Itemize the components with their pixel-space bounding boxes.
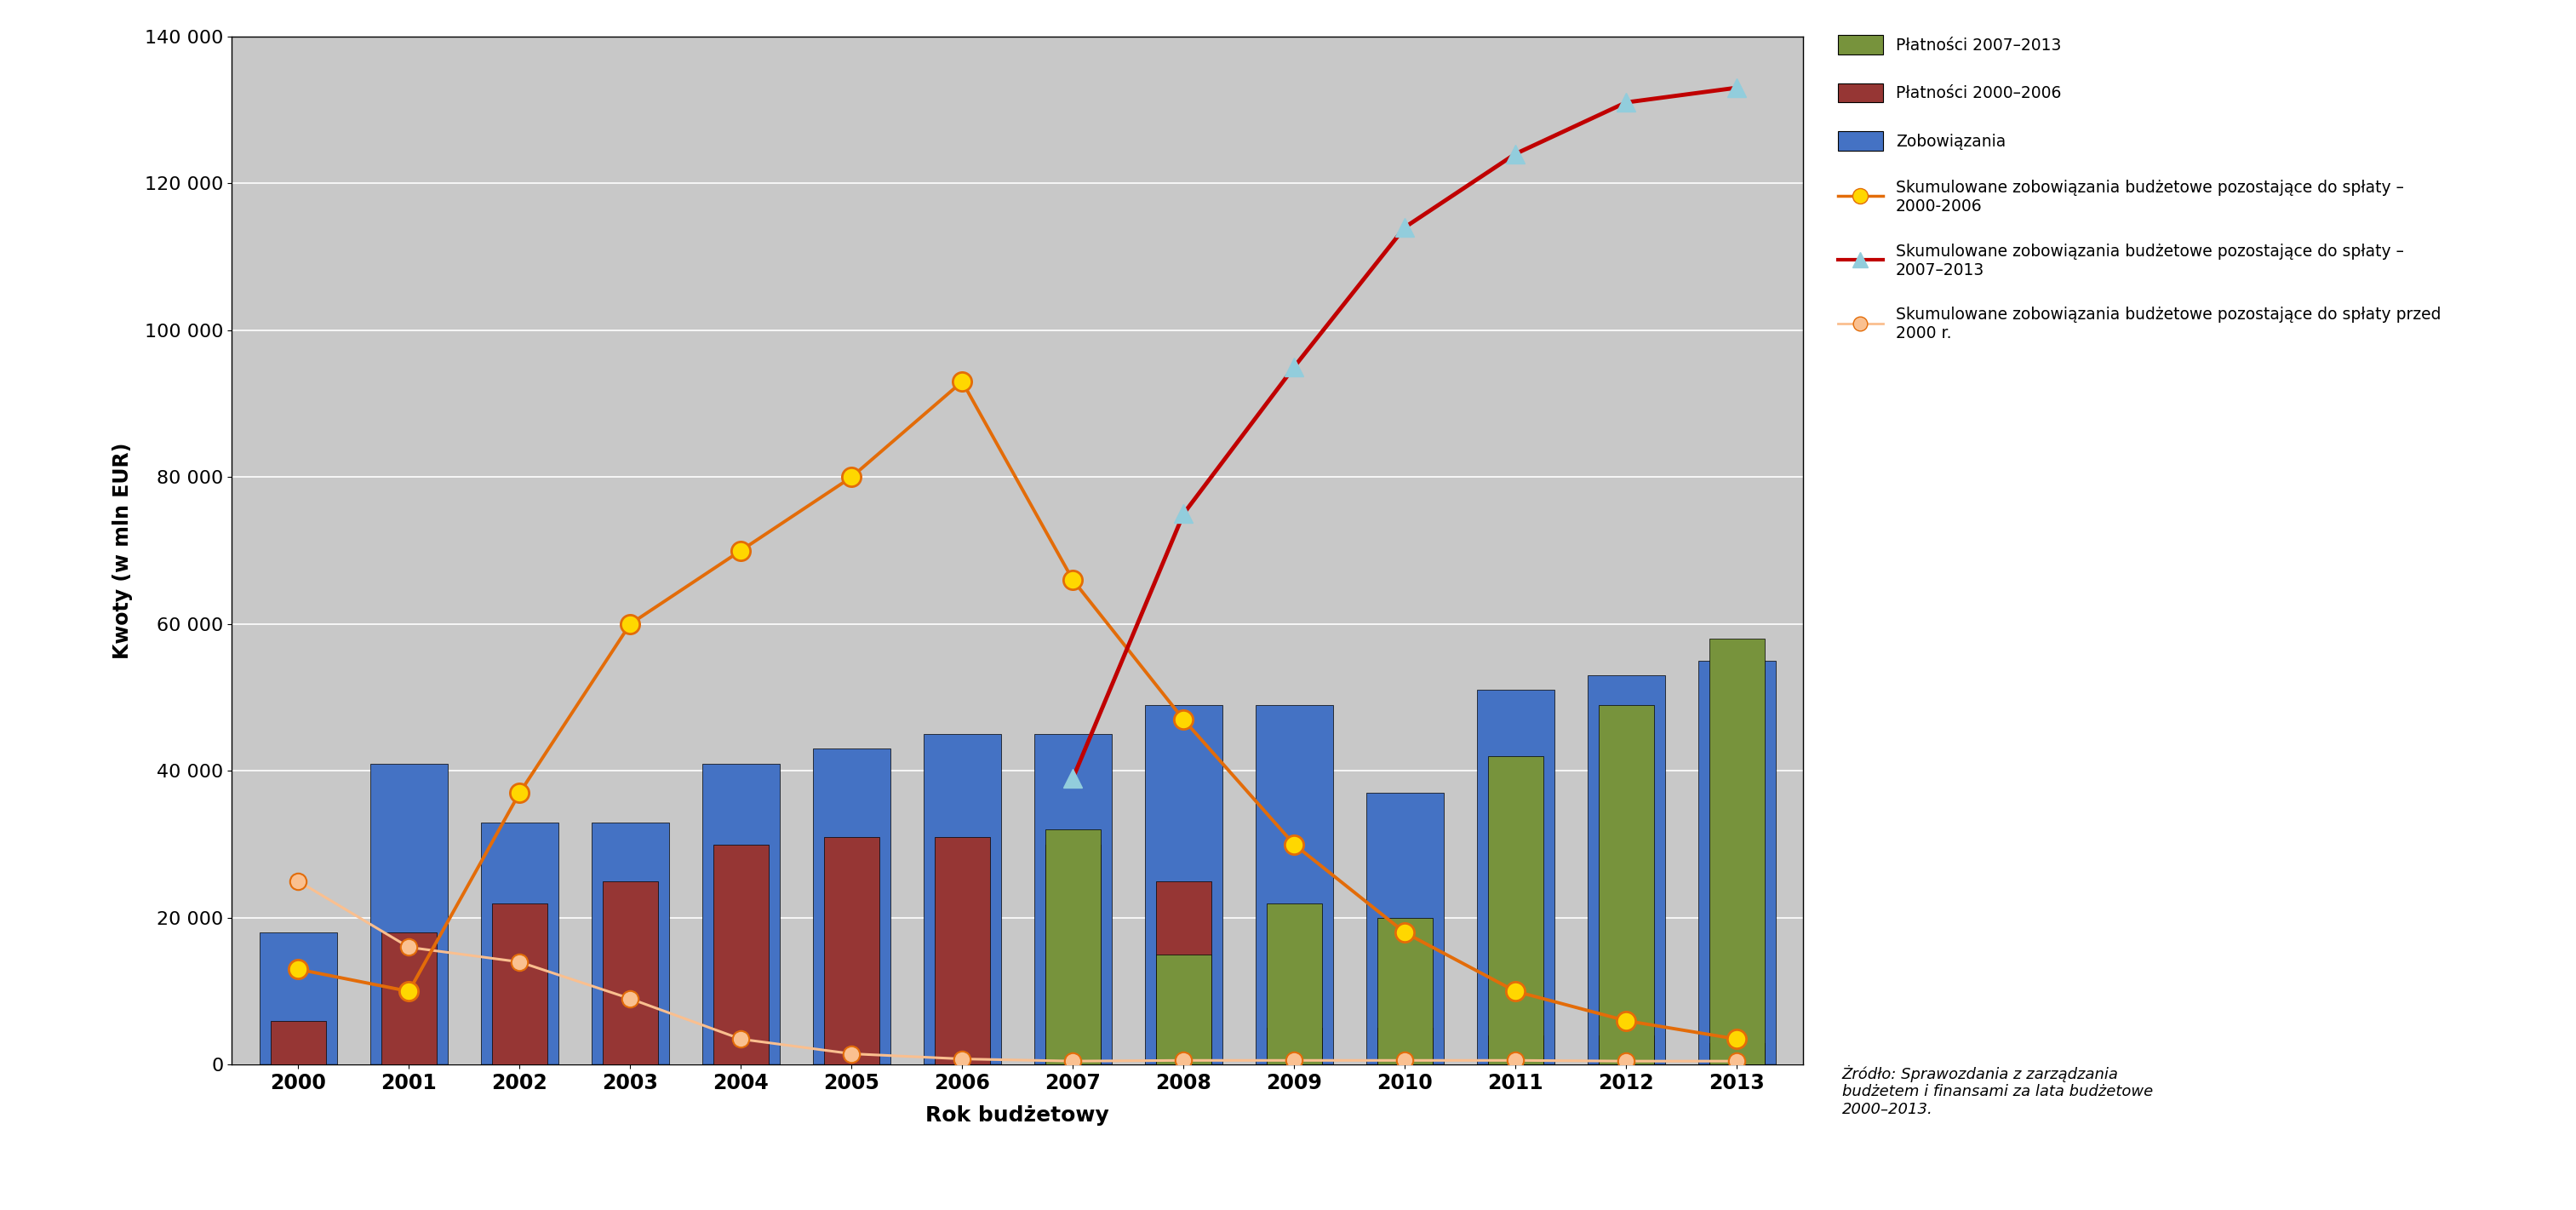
X-axis label: Rok budżetowy: Rok budżetowy xyxy=(925,1106,1110,1125)
Bar xyxy=(1267,903,1321,1065)
Bar xyxy=(492,903,546,1065)
Bar xyxy=(1489,1036,1543,1065)
Bar xyxy=(603,881,657,1065)
Bar xyxy=(260,933,337,1065)
Bar xyxy=(935,837,989,1065)
Bar xyxy=(1698,661,1775,1065)
Bar xyxy=(1267,1028,1321,1065)
Bar xyxy=(1157,955,1211,1065)
Bar xyxy=(1708,1043,1765,1065)
Bar xyxy=(1255,704,1332,1065)
Bar xyxy=(714,845,768,1065)
Bar xyxy=(482,823,559,1065)
Bar xyxy=(1489,756,1543,1065)
Bar xyxy=(1365,793,1443,1065)
Y-axis label: Kwoty (w mln EUR): Kwoty (w mln EUR) xyxy=(113,442,134,659)
Bar xyxy=(1157,881,1211,1065)
Bar xyxy=(1046,830,1100,1065)
Bar xyxy=(1033,734,1113,1065)
Bar xyxy=(814,749,891,1065)
Bar xyxy=(1600,1036,1654,1065)
Bar xyxy=(270,1021,327,1065)
Bar xyxy=(592,823,670,1065)
Bar xyxy=(1144,704,1221,1065)
Bar xyxy=(1708,639,1765,1065)
Bar xyxy=(703,764,781,1065)
Bar xyxy=(922,734,1002,1065)
Legend: Płatności 2007–2013, Płatności 2000–2006, Zobowiązania, Skumulowane zobowiązania: Płatności 2007–2013, Płatności 2000–2006… xyxy=(1819,16,2460,361)
Bar xyxy=(1476,690,1553,1065)
Bar xyxy=(1378,918,1432,1065)
Bar xyxy=(371,764,448,1065)
Text: Żródło: Sprawozdania z zarządzania
budżetem i finansami za lata budżetowe
2000–2: Żródło: Sprawozdania z zarządzania budże… xyxy=(1842,1065,2154,1117)
Bar xyxy=(1587,675,1664,1065)
Bar xyxy=(824,837,878,1065)
Bar xyxy=(1600,704,1654,1065)
Bar xyxy=(1046,845,1100,1065)
Bar xyxy=(381,933,435,1065)
Bar xyxy=(1378,1028,1432,1065)
